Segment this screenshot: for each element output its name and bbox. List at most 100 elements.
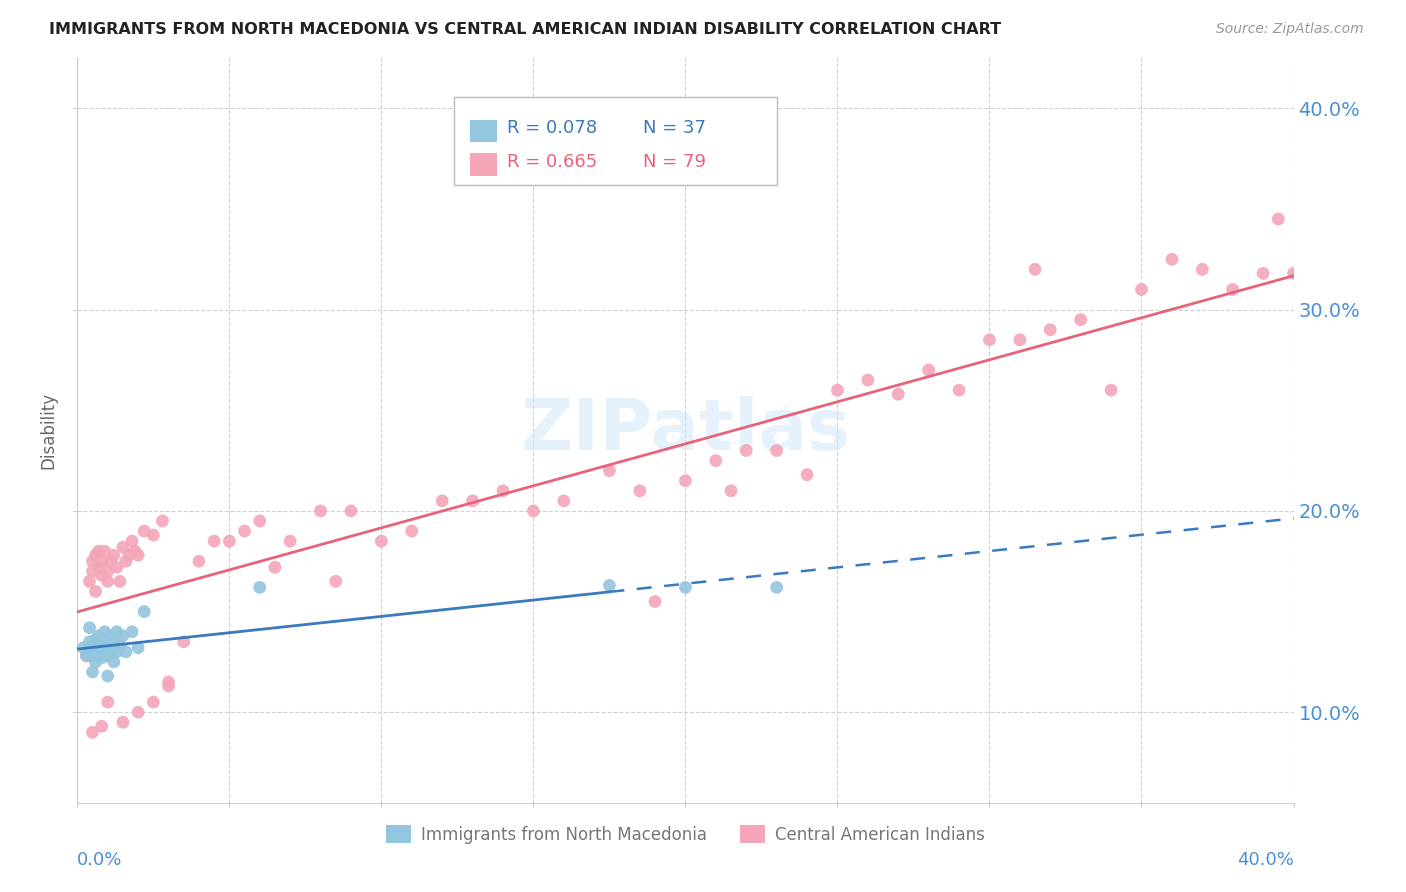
Point — [90, 651, 112, 665]
Point — [124, 544, 146, 558]
Text: IMMIGRANTS FROM NORTH MACEDONIA VS CENTRAL AMERICAN INDIAN DISABILITY CORRELATIO: IMMIGRANTS FROM NORTH MACEDONIA VS CENTR… — [49, 22, 1001, 37]
Point — [675, 474, 697, 488]
Point — [105, 624, 128, 639]
Point — [720, 483, 742, 498]
Point — [522, 504, 544, 518]
Point — [1222, 283, 1244, 297]
Point — [105, 560, 128, 574]
Point — [430, 493, 453, 508]
Text: R = 0.665: R = 0.665 — [506, 153, 598, 170]
Point — [84, 645, 107, 659]
Point — [79, 574, 101, 589]
Point — [1008, 333, 1031, 347]
Point — [553, 493, 575, 508]
Point — [90, 645, 112, 659]
Point — [644, 594, 666, 608]
Point — [598, 578, 620, 592]
Point — [675, 581, 697, 595]
Point — [82, 648, 104, 663]
Point — [75, 648, 97, 663]
Point — [82, 639, 104, 653]
Point — [100, 554, 122, 568]
Point — [598, 464, 620, 478]
Point — [103, 548, 125, 562]
Point — [111, 715, 134, 730]
Point — [90, 719, 112, 733]
Point — [97, 669, 120, 683]
Point — [765, 443, 787, 458]
Point — [218, 534, 240, 549]
Point — [97, 640, 120, 655]
Point — [127, 548, 149, 562]
Point — [115, 554, 138, 568]
Point — [90, 554, 112, 568]
Point — [118, 548, 141, 562]
Point — [264, 560, 287, 574]
Point — [173, 634, 195, 648]
Point — [127, 640, 149, 655]
Point — [202, 534, 225, 549]
Point — [1039, 323, 1062, 337]
Point — [887, 387, 910, 401]
Text: N = 37: N = 37 — [643, 119, 706, 137]
Point — [84, 632, 107, 647]
Point — [134, 605, 156, 619]
FancyBboxPatch shape — [470, 153, 496, 176]
Point — [103, 634, 125, 648]
Point — [115, 645, 138, 659]
FancyBboxPatch shape — [454, 96, 776, 185]
Point — [918, 363, 941, 377]
FancyBboxPatch shape — [470, 120, 496, 142]
Point — [370, 534, 392, 549]
Point — [856, 373, 879, 387]
Point — [100, 645, 122, 659]
Point — [121, 624, 143, 639]
Point — [1282, 266, 1305, 280]
Point — [492, 483, 515, 498]
Point — [100, 629, 122, 643]
Point — [249, 581, 271, 595]
Point — [127, 705, 149, 719]
Point — [79, 634, 101, 648]
Point — [1267, 212, 1289, 227]
Point — [278, 534, 301, 549]
Point — [979, 333, 1001, 347]
Point — [233, 524, 256, 538]
Point — [735, 443, 758, 458]
Point — [111, 540, 134, 554]
Point — [93, 624, 115, 639]
Point — [87, 544, 110, 558]
Point — [111, 629, 134, 643]
Point — [93, 639, 115, 653]
Point — [82, 564, 104, 578]
Point — [97, 695, 120, 709]
Text: ZIPatlas: ZIPatlas — [520, 396, 851, 465]
Point — [152, 514, 174, 528]
Point — [401, 524, 423, 538]
Point — [157, 679, 180, 693]
Point — [90, 568, 112, 582]
Point — [1191, 262, 1213, 277]
Text: 0.0%: 0.0% — [77, 851, 122, 869]
Point — [84, 548, 107, 562]
Point — [87, 560, 110, 574]
Point — [90, 634, 112, 648]
Point — [87, 629, 110, 643]
Text: 40.0%: 40.0% — [1237, 851, 1294, 869]
Point — [105, 645, 128, 659]
Point — [82, 665, 104, 679]
Point — [1024, 262, 1046, 277]
Point — [75, 648, 97, 663]
Point — [325, 574, 347, 589]
Text: N = 79: N = 79 — [643, 153, 706, 170]
Point — [87, 640, 110, 655]
Point — [82, 725, 104, 739]
Point — [1130, 283, 1153, 297]
Point — [72, 640, 94, 655]
Point — [704, 453, 727, 467]
Y-axis label: Disability: Disability — [39, 392, 58, 469]
Point — [97, 574, 120, 589]
Point — [121, 534, 143, 549]
Point — [97, 564, 120, 578]
Point — [340, 504, 363, 518]
